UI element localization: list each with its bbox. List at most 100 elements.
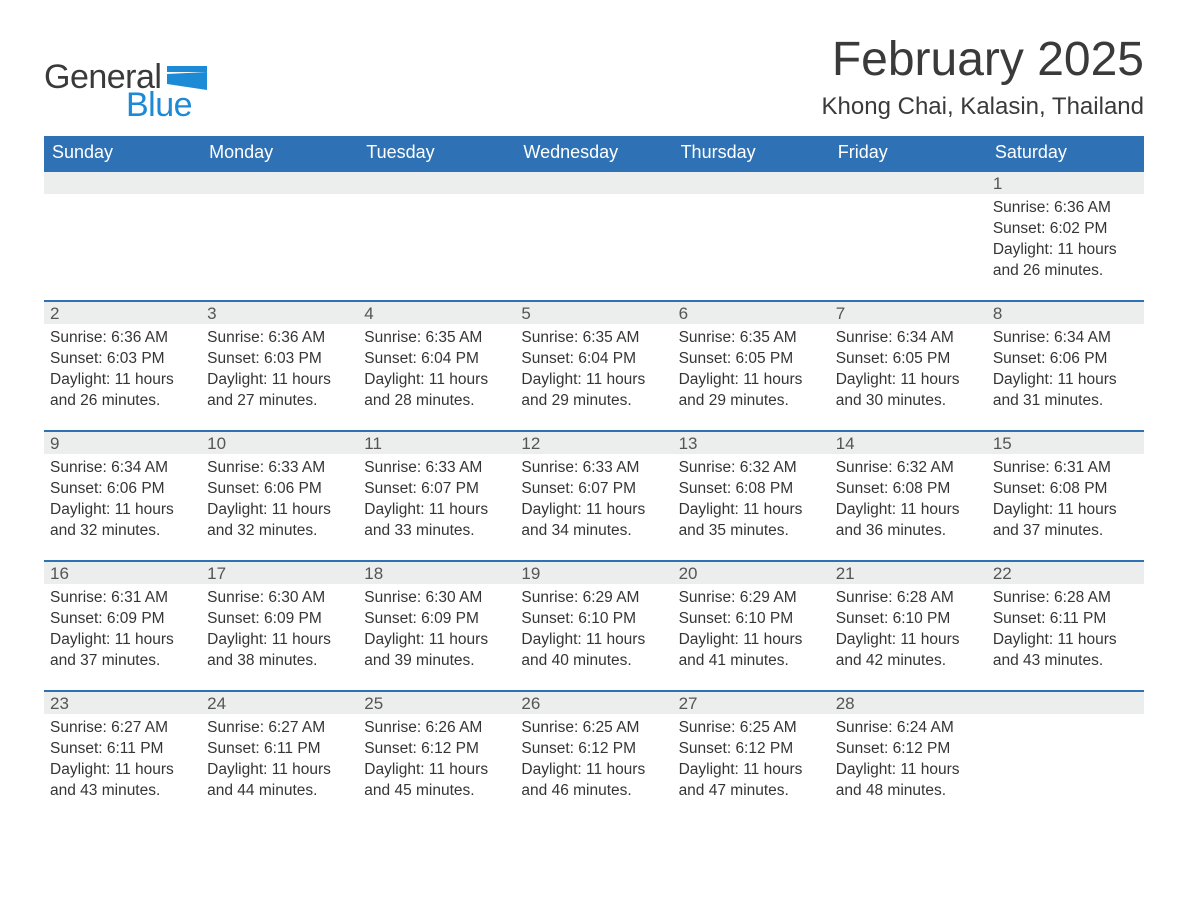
daylight-line: Daylight: 11 hours and 28 minutes. — [364, 370, 509, 412]
daylight-line-label: Daylight: — [207, 631, 272, 648]
sunset-line-label: Sunset: — [364, 740, 421, 757]
sunrise-line-value: 6:36 AM — [268, 329, 325, 346]
sunrise-line: Sunrise: 6:31 AM — [50, 588, 195, 609]
calendar-day: 7Sunrise: 6:34 AMSunset: 6:05 PMDaylight… — [830, 301, 987, 431]
day-details: Sunrise: 6:28 AMSunset: 6:10 PMDaylight:… — [830, 584, 987, 672]
calendar-day: 13Sunrise: 6:32 AMSunset: 6:08 PMDayligh… — [673, 431, 830, 561]
day-details: Sunrise: 6:34 AMSunset: 6:05 PMDaylight:… — [830, 324, 987, 412]
sunrise-line-label: Sunrise: — [364, 719, 425, 736]
sunrise-line-label: Sunrise: — [836, 719, 897, 736]
day-number-band: 8 — [987, 302, 1144, 324]
daylight-line-label: Daylight: — [207, 501, 272, 518]
sunrise-line-value: 6:33 AM — [583, 459, 640, 476]
calendar-day: 12Sunrise: 6:33 AMSunset: 6:07 PMDayligh… — [515, 431, 672, 561]
sunrise-line-label: Sunrise: — [364, 459, 425, 476]
sunrise-line-value: 6:34 AM — [111, 459, 168, 476]
sunrise-line-label: Sunrise: — [679, 329, 740, 346]
sunset-line: Sunset: 6:03 PM — [207, 349, 352, 370]
day-details: Sunrise: 6:31 AMSunset: 6:09 PMDaylight:… — [44, 584, 201, 672]
day-details: Sunrise: 6:34 AMSunset: 6:06 PMDaylight:… — [44, 454, 201, 542]
day-number-band: 23 — [44, 692, 201, 714]
day-number-band: 27 — [673, 692, 830, 714]
day-number-band: 14 — [830, 432, 987, 454]
sunset-line-value: 6:09 PM — [421, 610, 479, 627]
sunrise-line-label: Sunrise: — [836, 329, 897, 346]
daylight-line: Daylight: 11 hours and 43 minutes. — [50, 760, 195, 802]
sunrise-line-label: Sunrise: — [679, 719, 740, 736]
sunset-line-label: Sunset: — [50, 740, 107, 757]
sunset-line-label: Sunset: — [993, 480, 1050, 497]
day-number-band: 22 — [987, 562, 1144, 584]
sunrise-line: Sunrise: 6:34 AM — [50, 458, 195, 479]
calendar-day: 22Sunrise: 6:28 AMSunset: 6:11 PMDayligh… — [987, 561, 1144, 691]
sunrise-line-label: Sunrise: — [207, 719, 268, 736]
day-number-band: 13 — [673, 432, 830, 454]
day-number-band — [44, 172, 201, 194]
daylight-line: Daylight: 11 hours and 46 minutes. — [521, 760, 666, 802]
day-number-band: 18 — [358, 562, 515, 584]
day-number-band: 26 — [515, 692, 672, 714]
weekday-header: Tuesday — [358, 136, 515, 171]
daylight-line: Daylight: 11 hours and 48 minutes. — [836, 760, 981, 802]
daylight-line: Daylight: 11 hours and 45 minutes. — [364, 760, 509, 802]
sunrise-line: Sunrise: 6:36 AM — [993, 198, 1138, 219]
day-details: Sunrise: 6:29 AMSunset: 6:10 PMDaylight:… — [515, 584, 672, 672]
sunrise-line-label: Sunrise: — [207, 459, 268, 476]
day-number-band: 21 — [830, 562, 987, 584]
day-details: Sunrise: 6:28 AMSunset: 6:11 PMDaylight:… — [987, 584, 1144, 672]
sunset-line: Sunset: 6:07 PM — [364, 479, 509, 500]
sunrise-line: Sunrise: 6:28 AM — [836, 588, 981, 609]
day-number-band: 7 — [830, 302, 987, 324]
sunrise-line: Sunrise: 6:35 AM — [521, 328, 666, 349]
sunrise-line-value: 6:35 AM — [425, 329, 482, 346]
sunrise-line-label: Sunrise: — [993, 329, 1054, 346]
daylight-line: Daylight: 11 hours and 43 minutes. — [993, 630, 1138, 672]
calendar-day: 5Sunrise: 6:35 AMSunset: 6:04 PMDaylight… — [515, 301, 672, 431]
sunrise-line-value: 6:32 AM — [740, 459, 797, 476]
sunrise-line: Sunrise: 6:27 AM — [50, 718, 195, 739]
day-details: Sunrise: 6:31 AMSunset: 6:08 PMDaylight:… — [987, 454, 1144, 542]
calendar-empty-day — [987, 691, 1144, 820]
daylight-line-label: Daylight: — [836, 761, 901, 778]
location-subtitle: Khong Chai, Kalasin, Thailand — [822, 93, 1144, 121]
sunset-line: Sunset: 6:09 PM — [364, 609, 509, 630]
sunset-line: Sunset: 6:09 PM — [207, 609, 352, 630]
sunrise-line-value: 6:33 AM — [425, 459, 482, 476]
weekday-header: Sunday — [44, 136, 201, 171]
day-details: Sunrise: 6:33 AMSunset: 6:06 PMDaylight:… — [201, 454, 358, 542]
day-details: Sunrise: 6:35 AMSunset: 6:04 PMDaylight:… — [358, 324, 515, 412]
daylight-line: Daylight: 11 hours and 32 minutes. — [50, 500, 195, 542]
sunrise-line-label: Sunrise: — [521, 329, 582, 346]
day-number-band — [515, 172, 672, 194]
sunrise-line-value: 6:28 AM — [1054, 589, 1111, 606]
sunrise-line: Sunrise: 6:31 AM — [993, 458, 1138, 479]
sunset-line-value: 6:12 PM — [735, 740, 793, 757]
sunset-line-label: Sunset: — [207, 610, 264, 627]
sunrise-line-value: 6:34 AM — [1054, 329, 1111, 346]
sunset-line: Sunset: 6:04 PM — [521, 349, 666, 370]
sunset-line-label: Sunset: — [50, 610, 107, 627]
daylight-line: Daylight: 11 hours and 33 minutes. — [364, 500, 509, 542]
sunset-line-label: Sunset: — [521, 610, 578, 627]
day-details: Sunrise: 6:34 AMSunset: 6:06 PMDaylight:… — [987, 324, 1144, 412]
day-details: Sunrise: 6:24 AMSunset: 6:12 PMDaylight:… — [830, 714, 987, 802]
day-details: Sunrise: 6:25 AMSunset: 6:12 PMDaylight:… — [673, 714, 830, 802]
sunrise-line-label: Sunrise: — [521, 459, 582, 476]
sunset-line-label: Sunset: — [364, 350, 421, 367]
day-number-band: 25 — [358, 692, 515, 714]
day-number-band: 9 — [44, 432, 201, 454]
sunset-line-value: 6:07 PM — [578, 480, 636, 497]
calendar-day: 26Sunrise: 6:25 AMSunset: 6:12 PMDayligh… — [515, 691, 672, 820]
daylight-line-label: Daylight: — [364, 501, 429, 518]
daylight-line-label: Daylight: — [679, 761, 744, 778]
daylight-line: Daylight: 11 hours and 29 minutes. — [679, 370, 824, 412]
day-number-band: 15 — [987, 432, 1144, 454]
logo: General Blue — [44, 60, 207, 122]
daylight-line: Daylight: 11 hours and 47 minutes. — [679, 760, 824, 802]
sunrise-line: Sunrise: 6:25 AM — [679, 718, 824, 739]
calendar-week: 9Sunrise: 6:34 AMSunset: 6:06 PMDaylight… — [44, 431, 1144, 561]
sunrise-line-label: Sunrise: — [50, 589, 111, 606]
sunrise-line-value: 6:35 AM — [740, 329, 797, 346]
sunset-line-label: Sunset: — [50, 480, 107, 497]
sunset-line-value: 6:11 PM — [107, 740, 164, 757]
